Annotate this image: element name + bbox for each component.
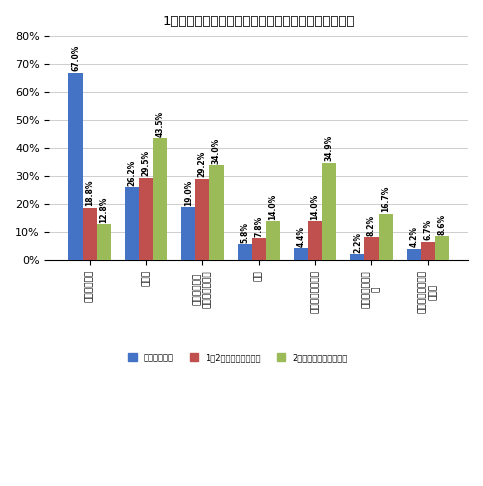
Bar <box>294 248 308 260</box>
Text: 29.2%: 29.2% <box>198 151 207 177</box>
Text: 34.0%: 34.0% <box>212 138 221 164</box>
Bar <box>407 249 421 260</box>
Text: 19.0%: 19.0% <box>184 179 193 206</box>
Text: 18.8%: 18.8% <box>85 180 94 206</box>
Text: 2.2%: 2.2% <box>353 232 362 253</box>
Bar <box>139 178 153 260</box>
Text: 6.7%: 6.7% <box>423 219 432 240</box>
Bar <box>435 236 449 260</box>
Bar <box>252 239 266 260</box>
Bar <box>238 244 252 260</box>
Bar <box>421 242 435 260</box>
Text: 5.8%: 5.8% <box>240 222 249 243</box>
Bar <box>379 213 393 260</box>
Title: 1歳までの皮膚湿纁の状況別・現在のアレルギー症状: 1歳までの皮膚湿纁の状況別・現在のアレルギー症状 <box>162 15 355 28</box>
Bar <box>322 162 336 260</box>
Bar <box>266 221 280 260</box>
Bar <box>365 237 379 260</box>
Text: 12.8%: 12.8% <box>99 197 108 223</box>
Text: 34.9%: 34.9% <box>325 135 334 161</box>
Text: 7.8%: 7.8% <box>254 216 263 237</box>
Text: 29.5%: 29.5% <box>142 150 151 176</box>
Text: 67.0%: 67.0% <box>71 45 80 71</box>
Bar <box>195 178 210 260</box>
Bar <box>210 165 224 260</box>
Text: 14.0%: 14.0% <box>311 193 320 220</box>
Legend: ほとんど無し, 1～2か月継続経験あり, 2か月以上継続経験あり: ほとんど無し, 1～2か月継続経験あり, 2か月以上継続経験あり <box>125 350 351 365</box>
Bar <box>350 254 365 260</box>
Bar <box>181 207 195 260</box>
Text: 4.4%: 4.4% <box>297 226 306 246</box>
Text: 16.7%: 16.7% <box>381 186 390 212</box>
Text: 14.0%: 14.0% <box>269 193 277 220</box>
Bar <box>97 225 111 260</box>
Bar <box>153 139 167 260</box>
Text: 43.5%: 43.5% <box>156 111 165 137</box>
Text: 8.2%: 8.2% <box>367 215 376 236</box>
Text: 8.6%: 8.6% <box>438 214 446 235</box>
Text: 26.2%: 26.2% <box>128 159 136 186</box>
Text: 4.2%: 4.2% <box>409 226 418 247</box>
Bar <box>125 187 139 260</box>
Bar <box>69 72 83 260</box>
Bar <box>308 221 322 260</box>
Bar <box>83 208 97 260</box>
